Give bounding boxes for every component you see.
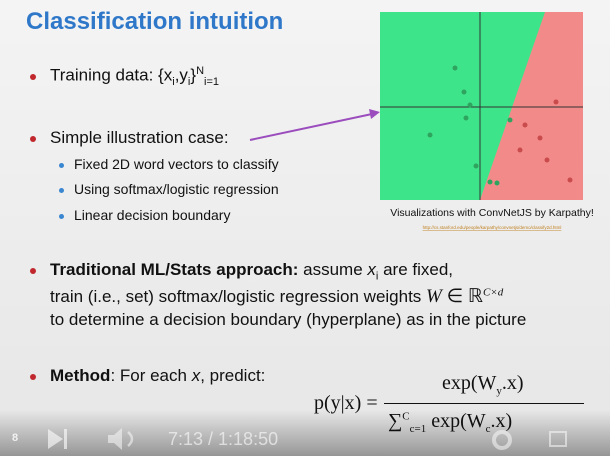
sub-bullet: Linear decision boundary — [74, 207, 231, 223]
text: are fixed, — [378, 260, 454, 279]
player-bar: 8 7:13 / 1:18:50 — [0, 410, 610, 456]
formula-denominator: ∑Cc=1 exp(Wc.x) — [388, 410, 512, 435]
text: i — [375, 270, 379, 283]
bullet-line: train (i.e., set) softmax/logistic regre… — [50, 285, 503, 308]
text: x — [367, 260, 376, 279]
figure-link[interactable]: http://cs.stanford.edu/people/karpathy/c… — [423, 225, 562, 230]
title: Classification intuition — [26, 8, 284, 35]
right-controls — [492, 430, 567, 450]
sub-bullet-dot — [59, 188, 64, 193]
controls — [48, 428, 134, 450]
text: C×d — [482, 286, 504, 299]
figure-caption: Visualizations with ConvNetJS by Karpath… — [390, 207, 594, 219]
time-display: 7:13 / 1:18:50 — [168, 429, 279, 449]
text: : For each — [110, 366, 192, 385]
next-button[interactable] — [48, 429, 63, 449]
text: ∈ ℝ — [441, 286, 483, 307]
formula-lhs: p(y|x) = — [314, 392, 378, 414]
red-region — [480, 12, 583, 200]
text: train (i.e., set) softmax/logistic regre… — [50, 287, 427, 306]
bullet-dot — [30, 374, 36, 380]
text: ,y — [174, 65, 188, 85]
text: x — [191, 366, 201, 385]
text: W — [426, 286, 442, 307]
text: ∑ — [388, 410, 402, 432]
bullet-line: to determine a decision boundary (hyperp… — [50, 310, 527, 329]
text: c=1 — [410, 423, 427, 435]
arrow — [249, 113, 373, 141]
text: .x) — [491, 410, 513, 432]
bullet: Training data: {xi,yi}Ni=1 — [50, 65, 219, 88]
text: C — [402, 410, 409, 422]
settings-button[interactable] — [492, 430, 512, 450]
bullet: Method: For each x, predict: — [50, 366, 265, 386]
slide-number: 8 — [12, 432, 19, 444]
sub-bullet: Using softmax/logistic regression — [74, 181, 279, 197]
fullscreen-button[interactable] — [549, 431, 567, 447]
text: Training data: {x — [50, 65, 173, 85]
text: i=1 — [204, 76, 220, 89]
volume-wave — [127, 431, 134, 447]
sub-bullet: Fixed 2D word vectors to classify — [74, 156, 279, 172]
volume-button[interactable] — [108, 428, 122, 450]
text: exp(W — [442, 372, 497, 394]
text: y — [496, 385, 502, 397]
sub-bullet-dot — [59, 214, 64, 219]
text: Traditional ML/Stats approach: — [50, 260, 299, 279]
text: assume — [298, 260, 368, 279]
text: i — [172, 76, 175, 89]
next-bar — [64, 429, 67, 449]
text: exp(W — [426, 410, 485, 432]
bullet: Simple illustration case: — [50, 128, 229, 147]
text: , predict: — [200, 366, 266, 385]
bullet-dot — [30, 136, 36, 142]
bullet-dot — [30, 74, 36, 80]
bullet: Traditional ML/Stats approach: assume xi… — [50, 260, 453, 282]
sub-bullet-dot — [59, 163, 64, 168]
green-points — [427, 65, 513, 186]
text: N — [196, 65, 205, 77]
text: } — [190, 65, 197, 85]
bullet-dot — [30, 268, 36, 274]
text: .x) — [501, 372, 524, 394]
arrow-head — [369, 109, 380, 119]
text: Method — [50, 366, 111, 385]
text: c — [486, 423, 491, 435]
formula-numerator: exp(Wy.x) — [442, 372, 524, 397]
fraction-bar — [384, 403, 584, 404]
text: i — [187, 76, 191, 89]
red-points — [517, 99, 573, 183]
